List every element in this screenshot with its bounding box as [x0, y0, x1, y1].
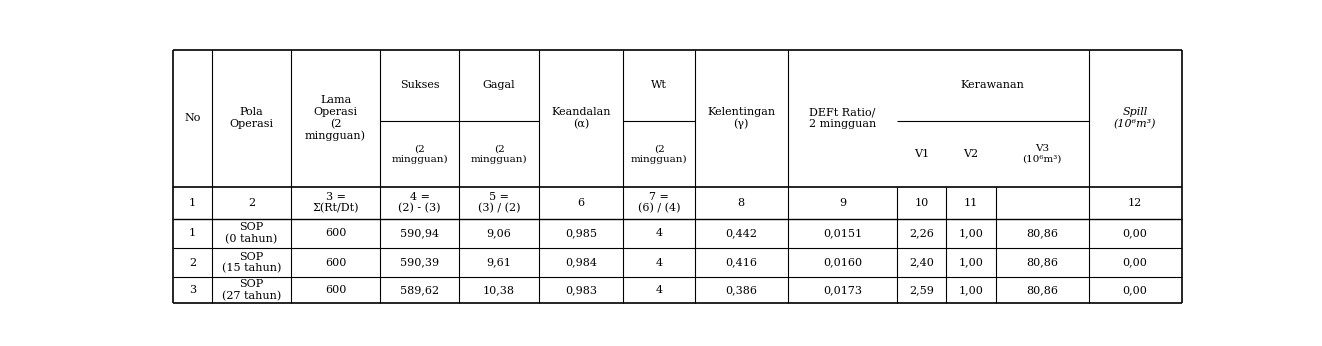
Text: 11: 11 — [964, 198, 978, 208]
Text: 600: 600 — [325, 285, 346, 295]
Text: Gagal: Gagal — [483, 81, 516, 91]
Text: 2,59: 2,59 — [910, 285, 935, 295]
Text: Keandalan
(α): Keandalan (α) — [551, 107, 611, 129]
Text: 2,26: 2,26 — [910, 228, 935, 238]
Text: 9,06: 9,06 — [486, 228, 512, 238]
Text: Kelentingan
(γ): Kelentingan (γ) — [707, 107, 775, 129]
Text: 4: 4 — [656, 258, 662, 268]
Text: (2
mingguan): (2 mingguan) — [471, 144, 527, 164]
Text: 80,86: 80,86 — [1026, 285, 1058, 295]
Text: 5 =
(3) / (2): 5 = (3) / (2) — [477, 192, 521, 214]
Text: 4: 4 — [656, 228, 662, 238]
Text: 589,62: 589,62 — [401, 285, 439, 295]
Text: Sukses: Sukses — [399, 81, 439, 91]
Text: (2
mingguan): (2 mingguan) — [391, 144, 448, 164]
Text: 9: 9 — [838, 198, 846, 208]
Text: 0,442: 0,442 — [726, 228, 758, 238]
Text: (2
mingguan): (2 mingguan) — [631, 144, 687, 164]
Text: 0,0160: 0,0160 — [822, 258, 862, 268]
Text: Wt: Wt — [652, 81, 668, 91]
Text: 0,984: 0,984 — [564, 258, 598, 268]
Text: 0,0151: 0,0151 — [822, 228, 862, 238]
Text: 80,86: 80,86 — [1026, 258, 1058, 268]
Text: 12: 12 — [1128, 198, 1142, 208]
Text: 10: 10 — [915, 198, 929, 208]
Text: 1: 1 — [189, 228, 196, 238]
Text: 590,94: 590,94 — [401, 228, 439, 238]
Text: 10,38: 10,38 — [483, 285, 516, 295]
Text: 2,40: 2,40 — [910, 258, 935, 268]
Text: 0,985: 0,985 — [564, 228, 598, 238]
Text: 8: 8 — [738, 198, 744, 208]
Text: 9,61: 9,61 — [486, 258, 512, 268]
Text: 3 =
Σ(Rt/Dt): 3 = Σ(Rt/Dt) — [312, 192, 358, 214]
Text: 0,00: 0,00 — [1122, 285, 1147, 295]
Text: 80,86: 80,86 — [1026, 228, 1058, 238]
Text: SOP
(15 tahun): SOP (15 tahun) — [222, 252, 282, 274]
Text: SOP
(0 tahun): SOP (0 tahun) — [225, 222, 278, 244]
Text: 2: 2 — [189, 258, 196, 268]
Text: V1: V1 — [914, 149, 929, 159]
Text: 3: 3 — [189, 285, 196, 295]
Text: 600: 600 — [325, 258, 346, 268]
Text: 0,00: 0,00 — [1122, 228, 1147, 238]
Text: 1,00: 1,00 — [958, 258, 984, 268]
Text: SOP
(27 tahun): SOP (27 tahun) — [222, 279, 282, 301]
Text: 0,00: 0,00 — [1122, 258, 1147, 268]
Text: 6: 6 — [578, 198, 584, 208]
Text: 4 =
(2) - (3): 4 = (2) - (3) — [398, 192, 442, 214]
Text: 0,0173: 0,0173 — [822, 285, 862, 295]
Text: Pola
Operasi: Pola Operasi — [229, 107, 274, 129]
Text: V3
(10⁶m³): V3 (10⁶m³) — [1022, 144, 1062, 164]
Text: Spill
(10⁶m³): Spill (10⁶m³) — [1114, 107, 1157, 129]
Text: 1,00: 1,00 — [958, 285, 984, 295]
Text: 0,386: 0,386 — [726, 285, 758, 295]
Text: 1,00: 1,00 — [958, 228, 984, 238]
Text: 4: 4 — [656, 285, 662, 295]
Text: 7 =
(6) / (4): 7 = (6) / (4) — [637, 192, 681, 214]
Text: DEFt Ratio/
2 mingguan: DEFt Ratio/ 2 mingguan — [809, 107, 876, 129]
Text: 0,416: 0,416 — [726, 258, 758, 268]
Text: 1: 1 — [189, 198, 196, 208]
Text: 590,39: 590,39 — [401, 258, 439, 268]
Text: V2: V2 — [964, 149, 978, 159]
Text: No: No — [184, 113, 201, 123]
Text: 2: 2 — [247, 198, 255, 208]
Text: Kerawanan: Kerawanan — [961, 81, 1025, 91]
Text: 0,983: 0,983 — [564, 285, 598, 295]
Text: Lama
Operasi
(2
mingguan): Lama Operasi (2 mingguan) — [305, 95, 366, 141]
Text: 600: 600 — [325, 228, 346, 238]
